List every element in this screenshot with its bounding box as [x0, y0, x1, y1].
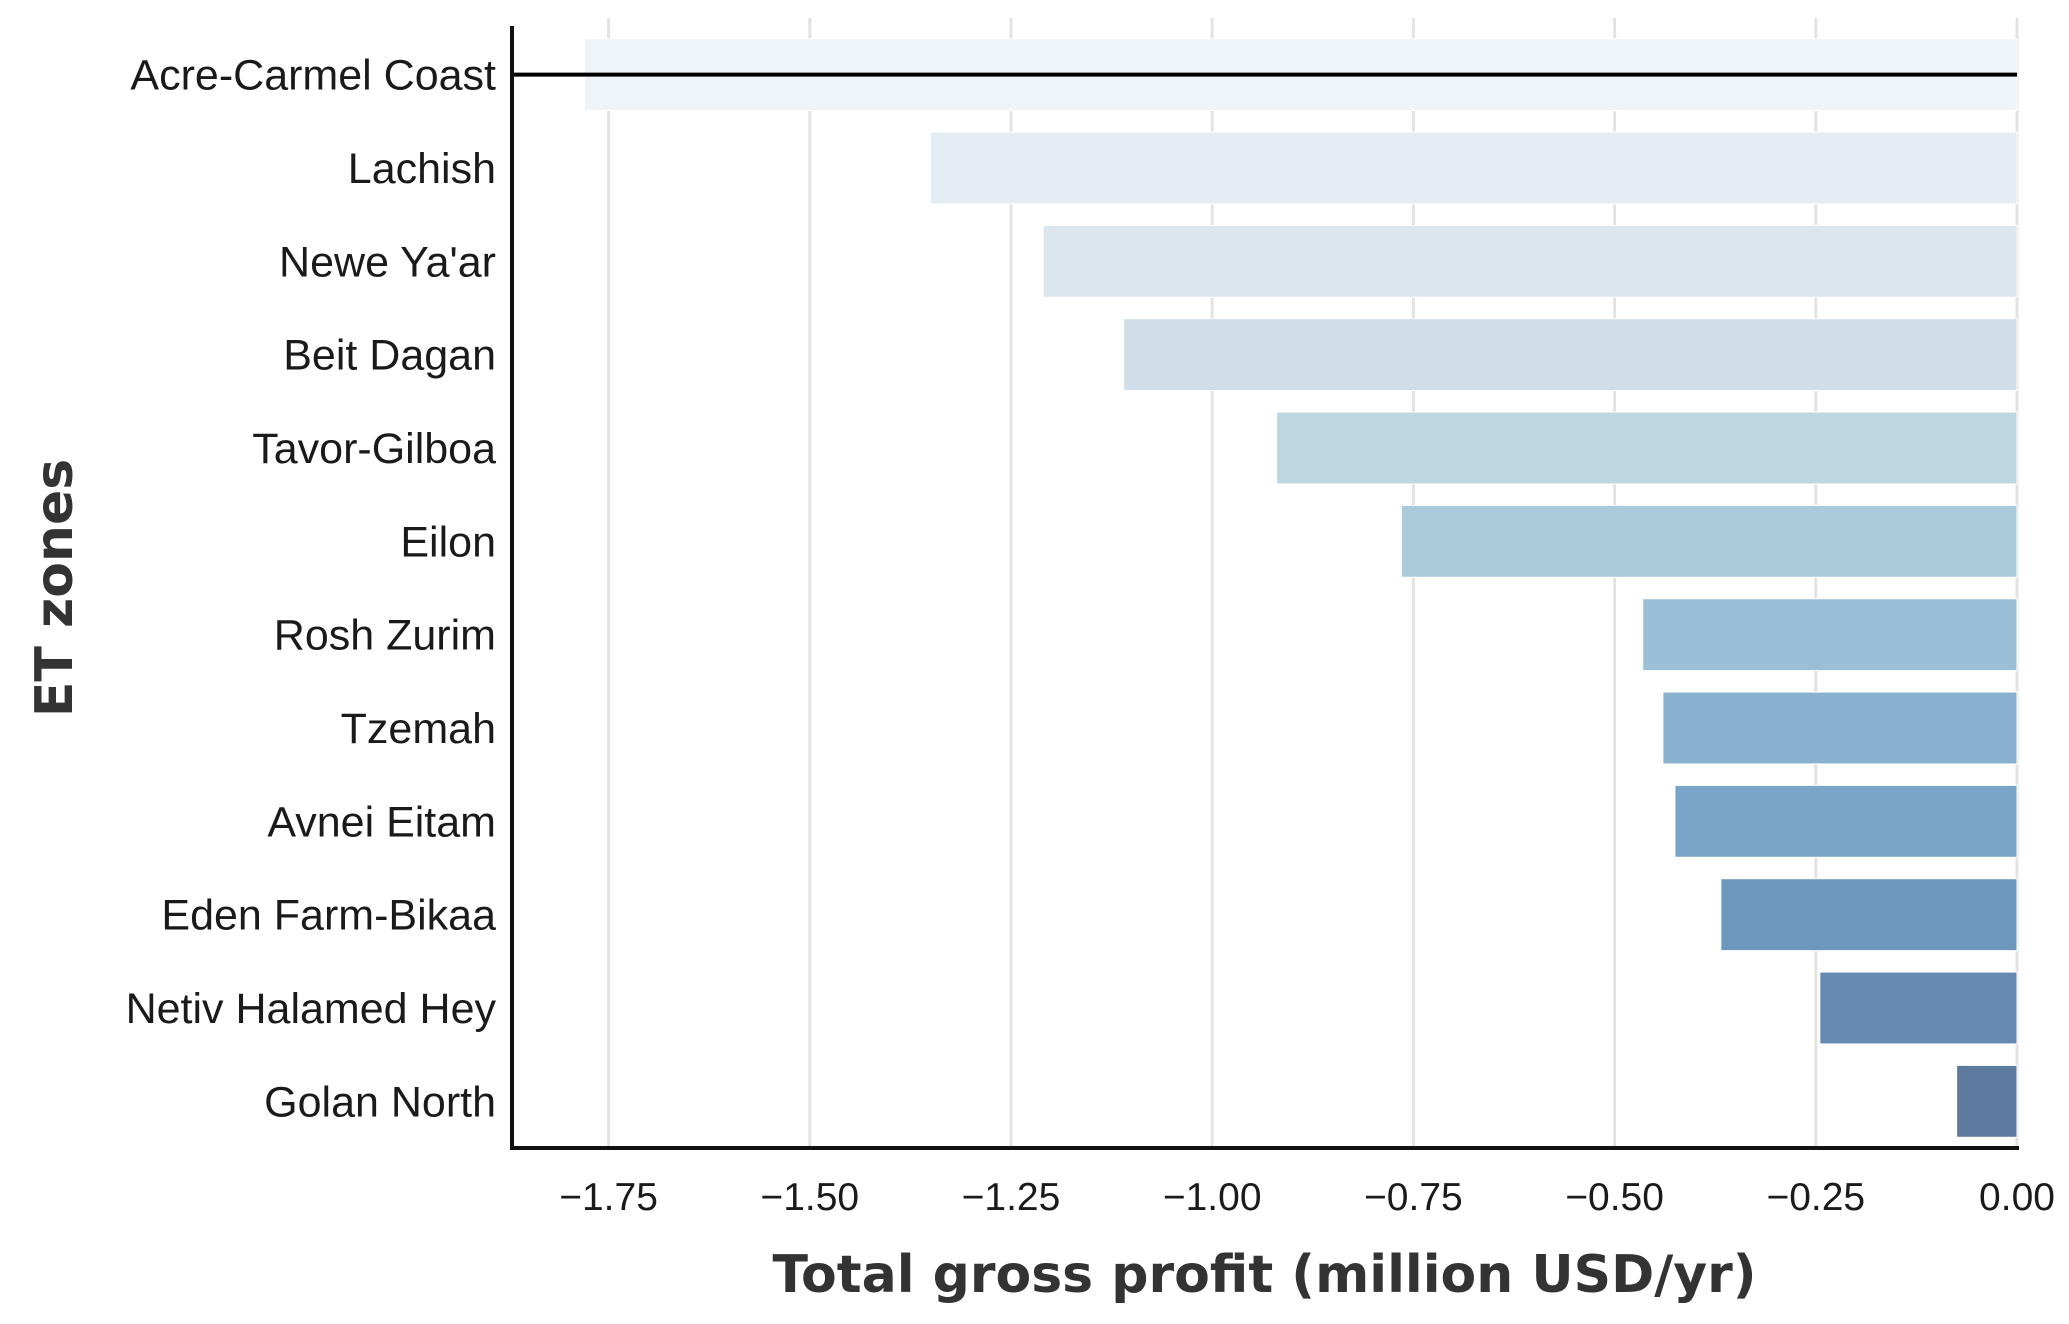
bar — [1276, 411, 2018, 485]
x-tick-label: 0.00 — [1979, 1176, 2055, 1219]
x-tick-label: −0.50 — [1565, 1176, 1664, 1219]
bar — [1819, 971, 2018, 1045]
y-category-label: Netiv Halamed Hey — [126, 985, 497, 1033]
y-category-label: Newe Ya'ar — [279, 238, 496, 286]
x-tick-label: −1.75 — [559, 1176, 658, 1219]
x-axis-title: Total gross profit (million USD/yr) — [772, 1245, 1756, 1305]
y-category-label: Golan North — [264, 1078, 496, 1126]
bar — [1400, 504, 2018, 578]
y-category-label: Acre-Carmel Coast — [130, 52, 496, 100]
y-category-label: Avnei Eitam — [267, 798, 496, 846]
y-category-label: Eden Farm-Bikaa — [161, 892, 496, 940]
y-axis-title: ET zones — [25, 459, 85, 717]
bar — [1956, 1064, 2018, 1138]
x-tick-label: −1.00 — [1163, 1176, 1262, 1219]
axes — [510, 26, 2019, 1150]
bar — [1674, 784, 2018, 858]
bar — [1662, 691, 2018, 765]
bar — [1042, 224, 2018, 298]
y-category-label: Tzemah — [341, 705, 496, 753]
x-gridlines — [607, 18, 2019, 1148]
y-category-label: Tavor-Gilboa — [252, 425, 496, 473]
bars — [583, 38, 2018, 1138]
x-tick-label: −0.25 — [1766, 1176, 1865, 1219]
bar — [1720, 878, 2018, 952]
bar — [1642, 598, 2018, 672]
y-category-label: Beit Dagan — [283, 332, 496, 380]
x-tick-label: −1.25 — [962, 1176, 1061, 1219]
x-tick-labels: −1.75 −1.50 −1.25 −1.00 −0.75 −0.50 −0.25 0.00 — [559, 1176, 2055, 1219]
x-tick-label: −1.50 — [760, 1176, 859, 1219]
bar — [1123, 318, 2018, 392]
y-category-labels: Acre-Carmel Coast Lachish Newe Ya'ar Beit D… — [126, 52, 497, 1127]
x-tick-label: −0.75 — [1364, 1176, 1463, 1219]
y-category-label: Eilon — [400, 518, 496, 566]
y-category-label: Lachish — [348, 145, 496, 193]
bar — [930, 131, 2018, 205]
y-category-label: Rosh Zurim — [274, 612, 496, 660]
